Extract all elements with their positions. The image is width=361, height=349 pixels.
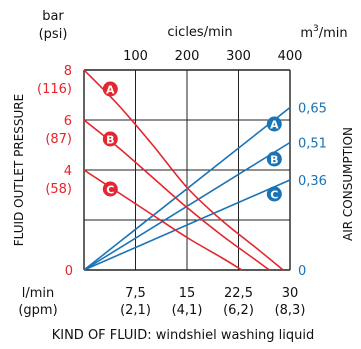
- air-badge-a-letter: A: [270, 119, 279, 132]
- pressure-series-line-a: [83, 69, 284, 271]
- right-axis-title: AIR CONSUMPTION: [341, 127, 355, 241]
- left-tick-label: 8: [64, 64, 72, 79]
- left-axis-unit-bottom: (psi): [39, 27, 68, 42]
- left-tick-label: 4: [64, 164, 72, 179]
- left-axis-title: FLUID OUTLET PRESSURE: [12, 94, 26, 246]
- top-tick-label: 400: [278, 49, 303, 64]
- bottom-tick-label: 22,5: [224, 286, 253, 301]
- top-tick-label: 300: [226, 49, 251, 64]
- bottom-tick-sublabel: (2,1): [120, 303, 151, 318]
- left-tick-sublabel: (116): [37, 82, 72, 97]
- pressure-badge-b-letter: B: [106, 134, 114, 147]
- pressure-badge-a-letter: A: [106, 84, 115, 97]
- chart-footer: KIND OF FLUID: windshiel washing liquid: [52, 328, 315, 343]
- pressure-series-line-b: [83, 119, 270, 271]
- bottom-tick-label: 15: [179, 286, 196, 301]
- top-tick-label: 100: [123, 49, 148, 64]
- pressure-badge-c-letter: C: [106, 184, 114, 197]
- top-tick-label: 200: [175, 49, 200, 64]
- pressure-badge-a-circle: [102, 81, 118, 97]
- pressure-badge-b-circle: [102, 131, 118, 147]
- air-series-line-c: [83, 179, 291, 271]
- left-axis-unit-top: bar: [42, 9, 64, 24]
- left-tick-sublabel: (87): [45, 132, 72, 147]
- bottom-tick-label: 7,5: [125, 286, 146, 301]
- bottom-tick-label: 30: [282, 286, 299, 301]
- left-tick-label: 6: [64, 114, 72, 129]
- air-badge-b-letter: B: [270, 154, 278, 167]
- left-tick-sublabel: (58): [45, 182, 72, 197]
- air-badge-b-circle: [266, 151, 282, 167]
- right-tick-label: 0,51: [298, 137, 327, 152]
- bottom-tick-sublabel: (8,3): [275, 303, 306, 318]
- pressure-badge-c-circle: [102, 181, 118, 197]
- bottom-axis-unit-bottom: (gpm): [18, 303, 57, 318]
- right-tick-label: 0,36: [298, 174, 327, 189]
- left-tick-label: 0: [65, 264, 73, 279]
- top-axis-label: cicles/min: [167, 25, 232, 40]
- air-badge-c-circle: [266, 186, 282, 202]
- right-tick-label: 0: [298, 264, 306, 279]
- air-series-line-b: [83, 141, 291, 271]
- right-tick-label: 0,65: [298, 102, 327, 117]
- bottom-axis-unit-top: l/min: [22, 286, 55, 301]
- air-badge-c-letter: C: [270, 189, 278, 202]
- air-series-line-a: [83, 106, 291, 271]
- air-badge-a-circle: [266, 116, 282, 132]
- right-axis-unit: m3/min: [300, 24, 347, 41]
- bottom-tick-sublabel: (4,1): [172, 303, 203, 318]
- bottom-tick-sublabel: (6,2): [223, 303, 254, 318]
